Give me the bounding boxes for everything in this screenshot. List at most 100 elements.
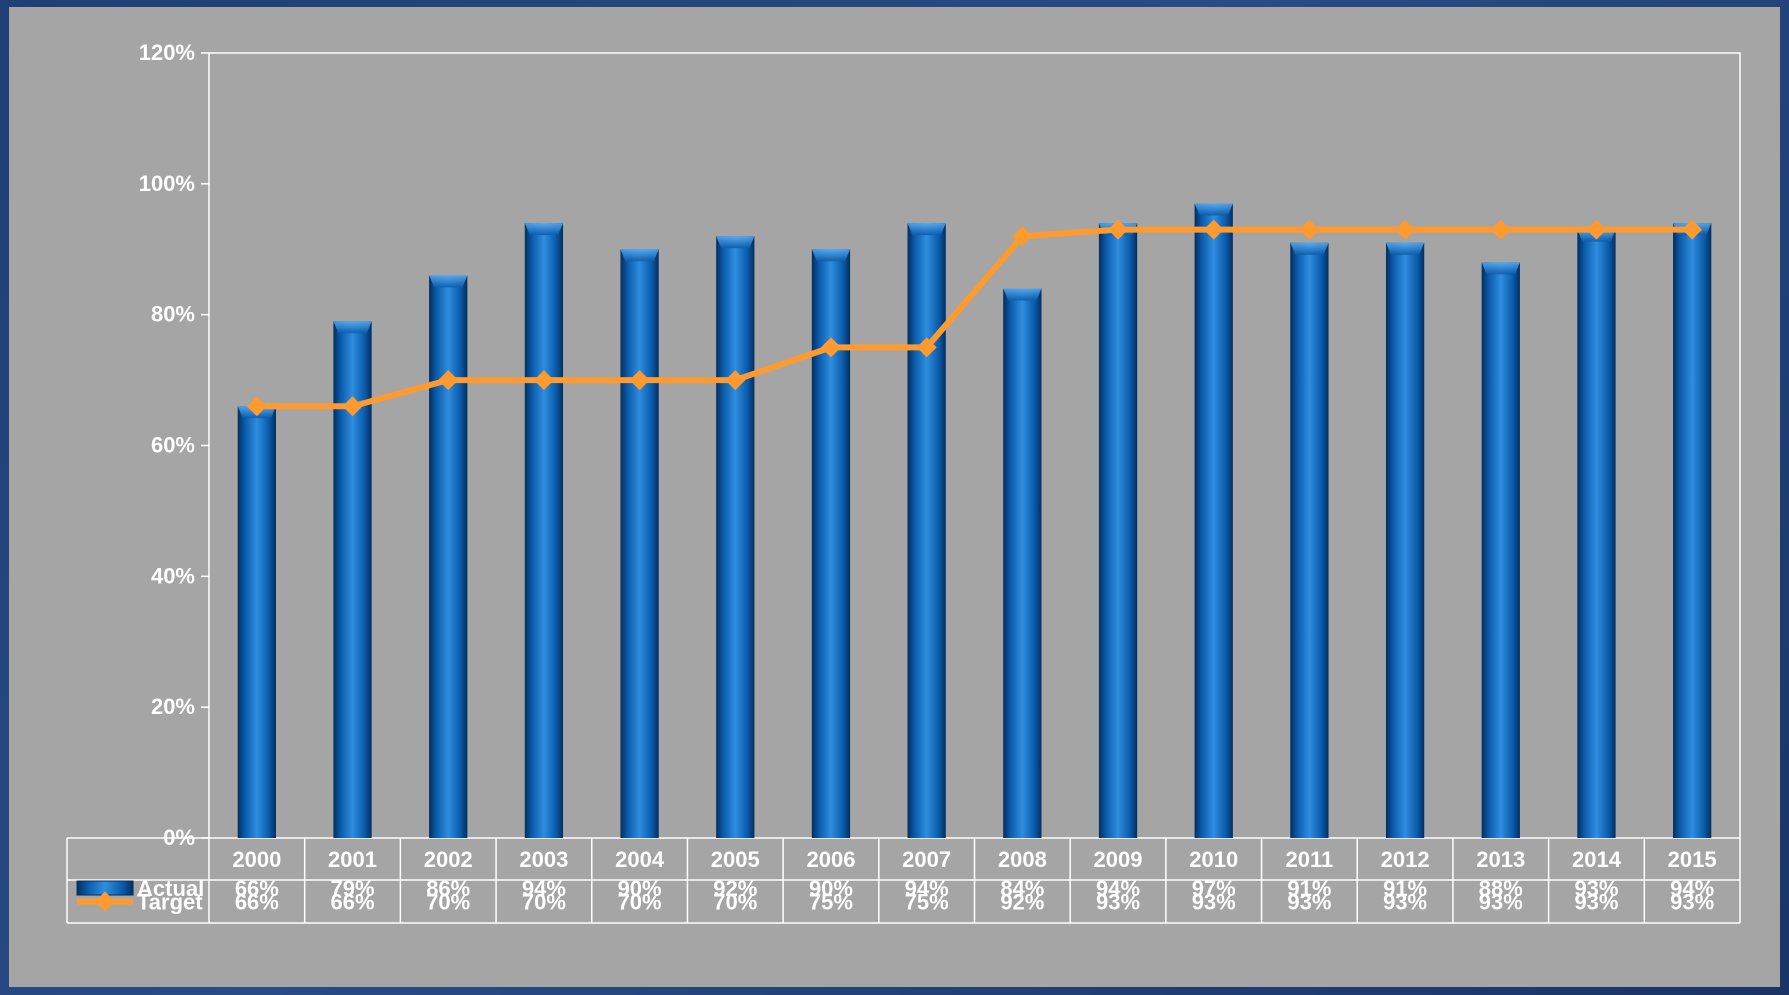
target-line (246, 219, 1703, 417)
target-marker-2007 (916, 337, 937, 358)
actual-value-label: 66% (235, 876, 279, 901)
bar (716, 236, 755, 838)
actual-value-label: 91% (1287, 876, 1331, 901)
legend-label-target: Target (137, 890, 203, 915)
chart-panel: 0% 20% 40% 60% 80% 100% 120% 2000 2001 2002 2003 2… (9, 7, 1780, 987)
target-marker-2015 (1682, 219, 1703, 240)
bar-bevel (1003, 288, 1042, 301)
target-marker-2005 (725, 370, 746, 391)
category-label: 2012 (1381, 847, 1430, 872)
y-tick-label: 100% (139, 171, 195, 196)
actual-value-label: 86% (426, 876, 470, 901)
data-table: 2000 2001 2002 2003 2004 2005 2006 2007 2008 2009… (66, 837, 1741, 924)
category-label: 2009 (1094, 847, 1143, 872)
category-label: 2015 (1668, 847, 1717, 872)
target-value-label: 93% (1479, 890, 1523, 915)
target-marker-2001 (342, 396, 363, 417)
actual-value-label: 84% (1000, 876, 1044, 901)
category-label: 2007 (902, 847, 951, 872)
category-label: 2011 (1286, 847, 1334, 872)
y-tick-label: 40% (151, 563, 195, 588)
bar-bevel (1385, 242, 1425, 255)
actual-value-label: 94% (1096, 876, 1140, 901)
actual-value-label: 91% (1383, 876, 1427, 901)
target-value-label: 92% (1000, 890, 1044, 915)
category-label: 2005 (711, 847, 760, 872)
target-marker-2010 (1203, 219, 1224, 240)
bar-2014 (1577, 229, 1616, 838)
y-tick-label: 60% (151, 433, 195, 458)
y-tick-label: 120% (139, 40, 195, 65)
bar-2012 (1385, 242, 1425, 839)
bar (1577, 229, 1616, 838)
bar (907, 223, 946, 839)
actual-value-label: 94% (905, 876, 949, 901)
bar-2002 (429, 275, 468, 839)
target-marker-2008 (1012, 226, 1033, 247)
chart: 0%20%40%60%80%100%120% 2000 2001 2002 2003 2… (66, 40, 1741, 924)
bar-bevel (907, 223, 946, 236)
bar-2008 (1003, 288, 1042, 838)
y-axis: 0%20%40%60%80%100%120% (139, 40, 209, 850)
actual-bars (237, 203, 1712, 839)
target-marker-2011 (1299, 219, 1320, 240)
target-value-label: 66% (235, 890, 279, 915)
category-label: 2013 (1476, 847, 1525, 872)
target-marker-2006 (820, 337, 841, 358)
bar-2010 (1194, 203, 1233, 839)
target-marker-2009 (1108, 219, 1129, 240)
target-value-label: 70% (713, 890, 757, 915)
category-label: 2001 (328, 847, 377, 872)
bar-bevel (620, 249, 659, 262)
bar (1098, 223, 1138, 839)
bar-2011 (1290, 242, 1329, 839)
category-label: 2000 (232, 847, 281, 872)
actual-value-label: 93% (1574, 876, 1618, 901)
bar (620, 249, 659, 838)
bar-2013 (1481, 262, 1520, 838)
category-label: 2010 (1189, 847, 1238, 872)
category-label: 2003 (519, 847, 568, 872)
bar-bevel (716, 236, 755, 249)
category-label: 2002 (424, 847, 473, 872)
category-label: 2004 (615, 847, 665, 872)
category-label: 2006 (806, 847, 855, 872)
y-tick-label: 80% (151, 302, 195, 327)
target-marker-2000 (246, 396, 267, 417)
bar (1481, 262, 1520, 838)
bar-2004 (620, 249, 659, 838)
bar (1385, 242, 1425, 839)
target-value-label: 70% (426, 890, 470, 915)
actual-value-label: 92% (713, 876, 757, 901)
legend-label-actual: Actual (137, 876, 204, 901)
target-marker-2003 (533, 370, 554, 391)
bar (1003, 288, 1042, 838)
bar (524, 223, 564, 839)
actual-value-label: 79% (331, 876, 375, 901)
target-marker-2014 (1586, 219, 1607, 240)
bar-bevel (1194, 203, 1233, 216)
actual-value-label: 90% (809, 876, 853, 901)
target-value-label: 70% (618, 890, 662, 915)
actual-value-label: 94% (522, 876, 566, 901)
bar-2015 (1673, 223, 1712, 839)
category-label: 2008 (998, 847, 1047, 872)
bar-2000 (237, 406, 276, 838)
target-marker-2004 (629, 370, 650, 391)
target-value-label: 93% (1670, 890, 1714, 915)
bar-2005 (716, 236, 755, 838)
legend-key-target-marker (95, 891, 115, 912)
y-tick-label: 20% (151, 694, 195, 719)
bar (1673, 223, 1712, 839)
bar-2009 (1098, 223, 1138, 839)
target-marker-2013 (1490, 219, 1511, 240)
bar (237, 406, 276, 838)
target-marker-2012 (1395, 219, 1416, 240)
target-series-line (256, 226, 1693, 410)
target-value-label: 93% (1192, 890, 1236, 915)
target-value-label: 93% (1096, 890, 1140, 915)
bar-bevel (811, 249, 851, 262)
actual-value-label: 88% (1479, 876, 1523, 901)
actual-value-label: 97% (1192, 876, 1236, 901)
bar (1290, 242, 1329, 839)
